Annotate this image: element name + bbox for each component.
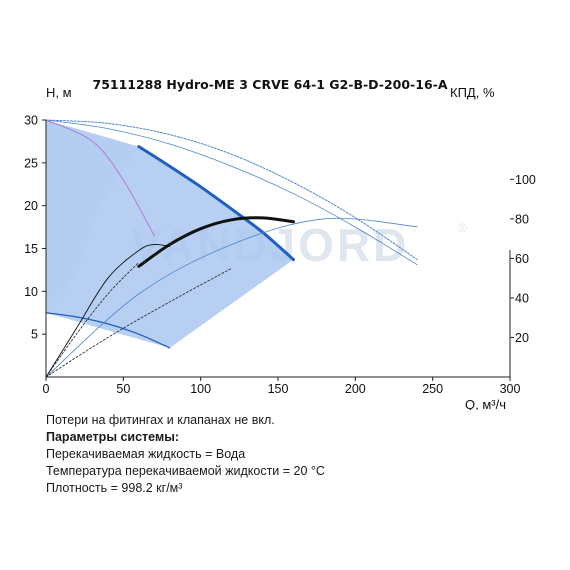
y-right-tick-label: 80 xyxy=(515,212,529,226)
y-left-tick-label: 20 xyxy=(24,199,38,213)
chart-title: 75111288 Hydro-ME 3 CRVE 64-1 G2-B-D-200… xyxy=(93,77,448,92)
y-left-tick-label: 5 xyxy=(31,328,38,342)
y-left-tick-label: 25 xyxy=(24,156,38,170)
x-tick-label: 250 xyxy=(422,382,443,396)
x-tick-label: 300 xyxy=(500,382,521,396)
series-efficiency-full xyxy=(45,217,418,378)
series-head-max xyxy=(45,119,418,261)
pump-performance-chart: 75111288 Hydro-ME 3 CRVE 64-1 G2-B-D-200… xyxy=(24,77,536,410)
series-head-duty xyxy=(137,145,295,262)
x-tick-label: 100 xyxy=(190,382,211,396)
series-head-reduced xyxy=(45,119,418,266)
y-right-tick-label: 100 xyxy=(515,173,536,187)
y-axis-left-label: H, м xyxy=(46,85,72,100)
x-tick-label: 150 xyxy=(268,382,289,396)
x-tick-label: 0 xyxy=(43,382,50,396)
x-tick-label: 200 xyxy=(345,382,366,396)
x-axis-label: Q, м³/ч xyxy=(465,397,506,410)
y-right-tick-label: 60 xyxy=(515,252,529,266)
note-liquid: Перекачиваемая жидкость = Вода xyxy=(46,447,246,461)
series-power-or-npsh xyxy=(45,119,155,237)
y-left-tick-label: 15 xyxy=(24,242,38,256)
system-parameters-heading: Параметры системы: xyxy=(46,430,180,444)
note-losses: Потери на фитингах и клапанах не вкл. xyxy=(46,413,275,427)
series-system-dashed-2 xyxy=(45,267,233,378)
y-axis-right-label: КПД, % xyxy=(450,85,495,100)
series-head-min xyxy=(45,312,171,349)
y-left-tick-label: 10 xyxy=(24,285,38,299)
watermark-registered-mark: ® xyxy=(458,221,467,235)
y-right-tick-label: 20 xyxy=(515,331,529,345)
y-right-tick-label: 40 xyxy=(515,291,529,305)
note-temperature: Температура перекачиваемой жидкости = 20… xyxy=(46,464,325,478)
operating-area xyxy=(46,120,294,348)
notes-block: Потери на фитингах и клапанах не вкл. Па… xyxy=(46,412,325,497)
x-tick-label: 50 xyxy=(116,382,130,396)
axis-ticks: 0 50 100 150 200 250 300 5 10 15 20 25 30 20 40 60 80 100 xyxy=(24,114,536,397)
note-density: Плотность = 998.2 кг/м³ xyxy=(46,481,183,495)
plot-area xyxy=(45,119,418,378)
series-system-dashed-1 xyxy=(45,261,140,378)
y-left-tick-label: 30 xyxy=(24,114,38,128)
series-efficiency-small xyxy=(45,243,171,378)
